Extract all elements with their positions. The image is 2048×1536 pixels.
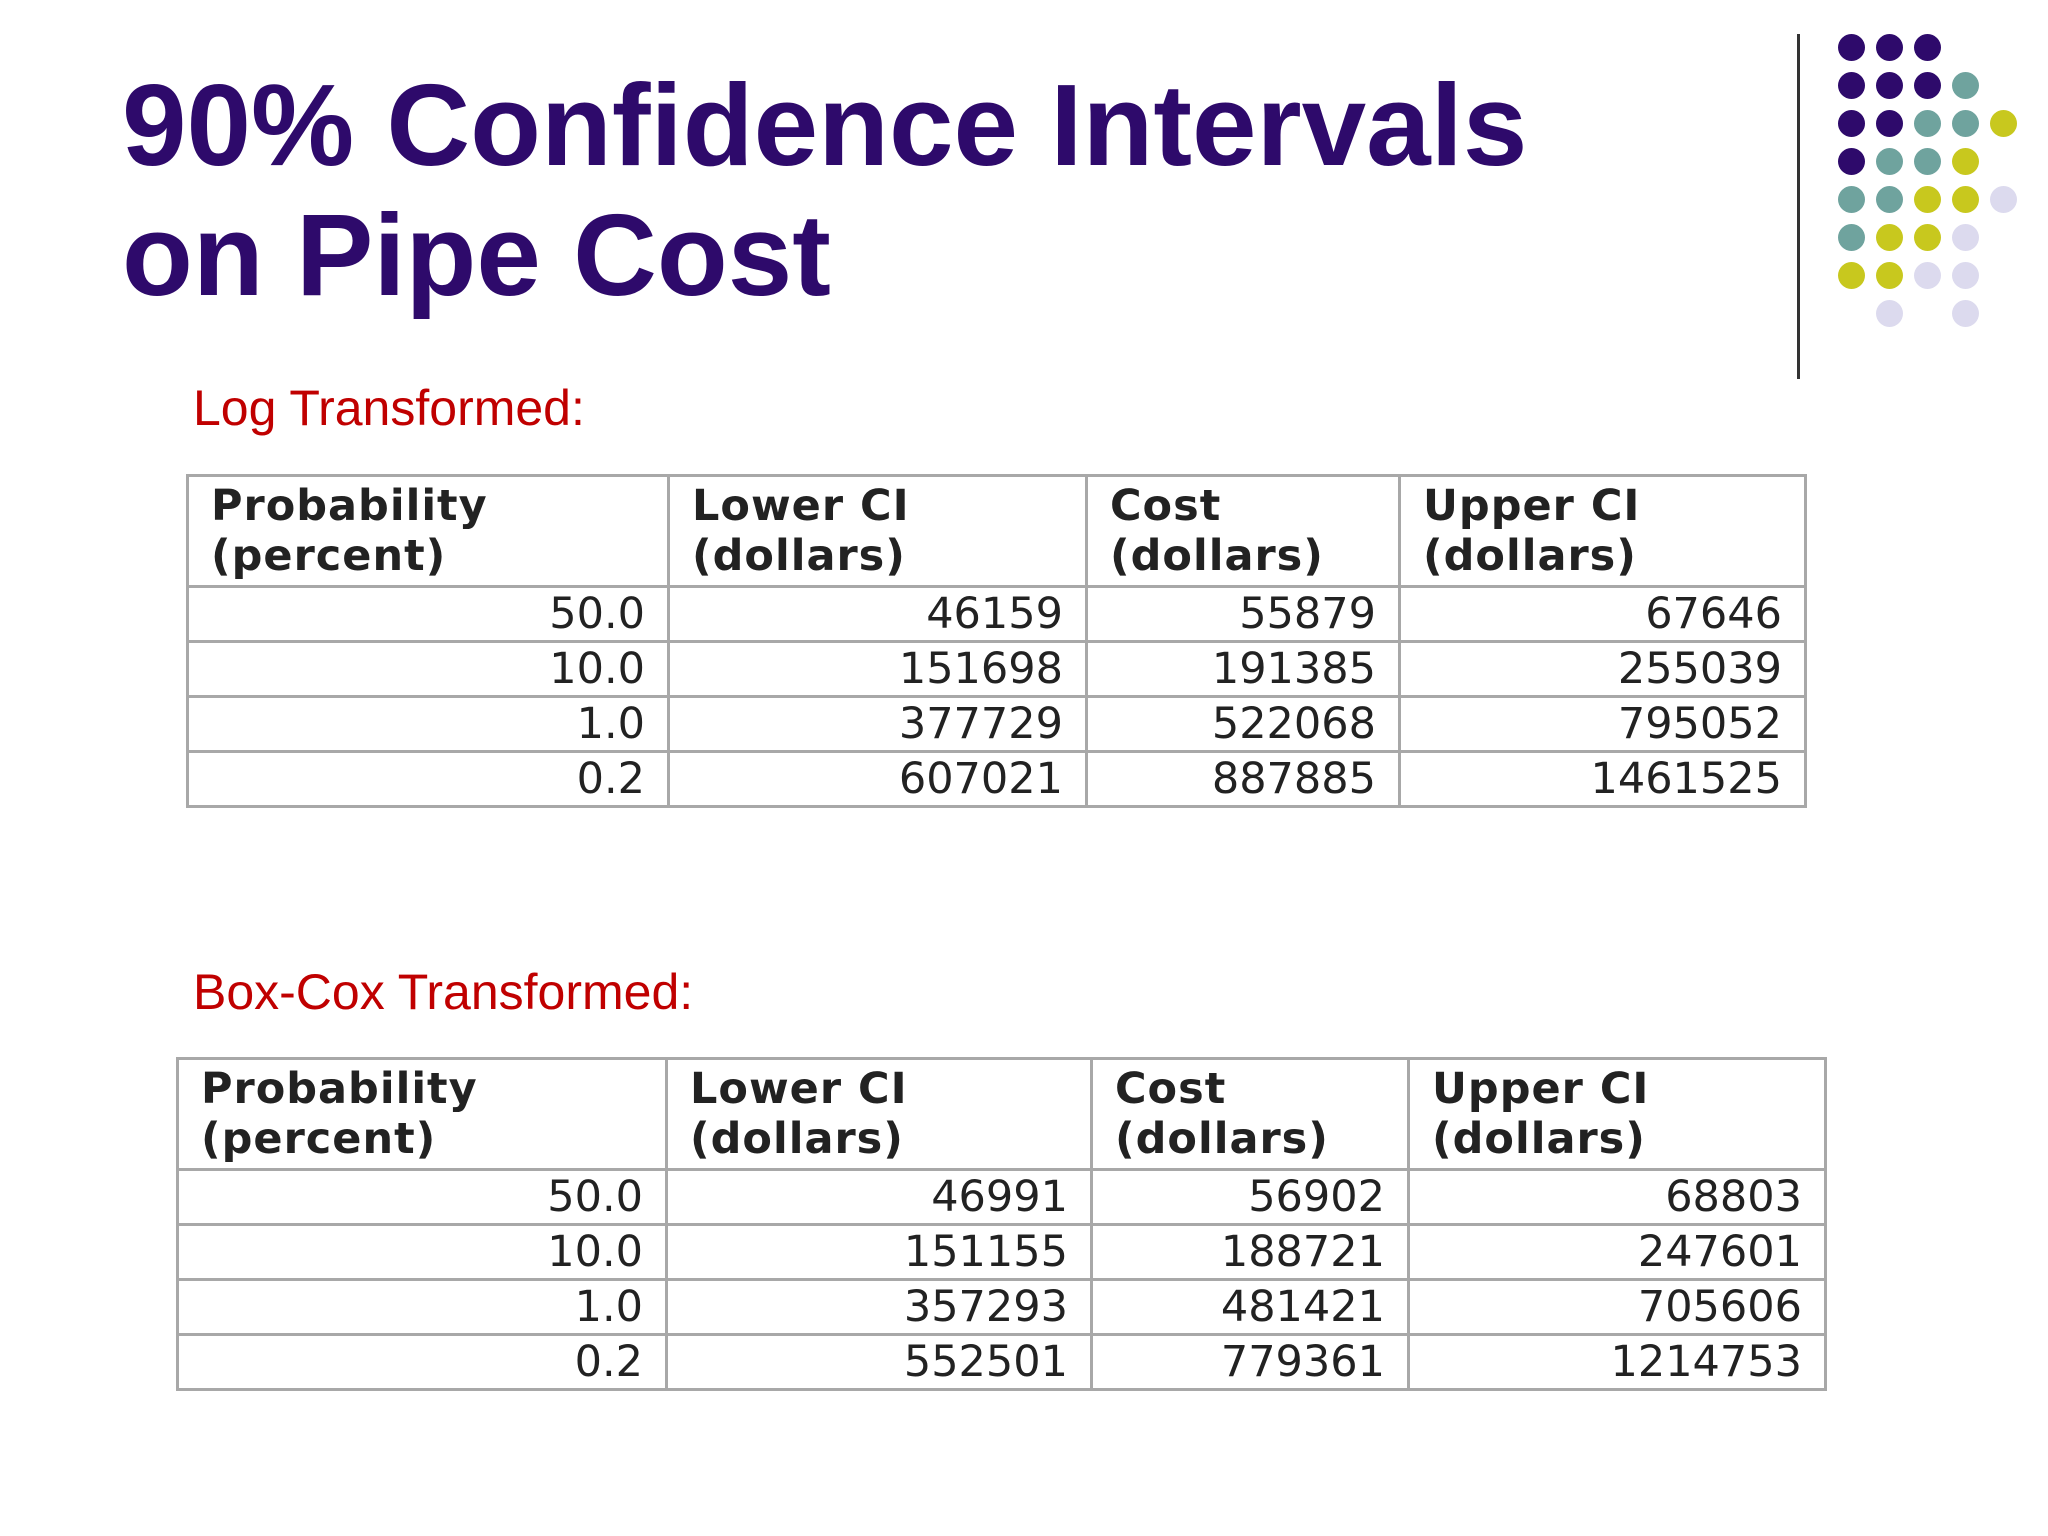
cell-probability: 0.2 [176, 1333, 668, 1391]
decorative-dot [1952, 224, 1979, 251]
decorative-dot [1952, 262, 1979, 289]
decorative-dot [1838, 34, 1865, 61]
decorative-dot [1876, 34, 1903, 61]
cell-cost: 481421 [1090, 1278, 1410, 1336]
decorative-dot [1876, 72, 1903, 99]
cell-upper-ci: 1461525 [1398, 750, 1807, 808]
decorative-dot [1838, 224, 1865, 251]
decorative-dot [1876, 224, 1903, 251]
box-cox-transformed-label: Box-Cox Transformed: [193, 964, 694, 1020]
decorative-dot [1952, 72, 1979, 99]
cell-cost: 887885 [1085, 750, 1401, 808]
decorative-dot [1838, 72, 1865, 99]
header-probability: Probability (percent) [186, 474, 670, 588]
cell-lower-ci: 357293 [665, 1278, 1093, 1336]
decorative-dot [1952, 110, 1979, 137]
cell-cost: 779361 [1090, 1333, 1410, 1391]
slide-title-line-1: 90% Confidence Intervals [122, 60, 1528, 190]
decorative-dot [1838, 110, 1865, 137]
decorative-dot [1914, 262, 1941, 289]
box-cox-transformed-table: Probability (percent) Lower CI (dollars) C… [176, 1057, 1827, 1391]
cell-upper-ci: 67646 [1398, 585, 1807, 643]
decorative-dot-grid [1838, 34, 2048, 334]
decorative-dot [1952, 148, 1979, 175]
cell-probability: 0.2 [186, 750, 670, 808]
cell-lower-ci: 46991 [665, 1168, 1093, 1226]
cell-upper-ci: 1214753 [1407, 1333, 1827, 1391]
decorative-dot [1914, 34, 1941, 61]
table-header-row: Probability (percent) Lower CI (dollars) C… [186, 474, 1807, 588]
cell-probability: 50.0 [176, 1168, 668, 1226]
table-row: 50.0 46159 55879 67646 [186, 585, 1807, 643]
cell-upper-ci: 68803 [1407, 1168, 1827, 1226]
cell-upper-ci: 247601 [1407, 1223, 1827, 1281]
decorative-dot [1876, 110, 1903, 137]
cell-probability: 10.0 [186, 640, 670, 698]
decorative-dot [1952, 300, 1979, 327]
cell-cost: 56902 [1090, 1168, 1410, 1226]
cell-upper-ci: 255039 [1398, 640, 1807, 698]
decorative-dot [1876, 148, 1903, 175]
slide-title: 90% Confidence Intervals on Pipe Cost [122, 60, 1722, 320]
header-probability: Probability (percent) [176, 1057, 668, 1171]
decorative-dot [1838, 186, 1865, 213]
cell-probability: 1.0 [186, 695, 670, 753]
decorative-dot [1838, 148, 1865, 175]
decorative-dot [1952, 186, 1979, 213]
header-lower-ci: Lower CI (dollars) [665, 1057, 1093, 1171]
decorative-dot [1914, 148, 1941, 175]
cell-upper-ci: 795052 [1398, 695, 1807, 753]
cell-lower-ci: 607021 [667, 750, 1088, 808]
decorative-dot [1876, 262, 1903, 289]
table-row: 10.0 151155 188721 247601 [176, 1223, 1827, 1281]
decorative-dot [1990, 110, 2017, 137]
cell-lower-ci: 552501 [665, 1333, 1093, 1391]
cell-probability: 1.0 [176, 1278, 668, 1336]
header-cost: Cost (dollars) [1085, 474, 1401, 588]
decorative-dot [1876, 186, 1903, 213]
cell-lower-ci: 46159 [667, 585, 1088, 643]
decorative-dot [1990, 186, 2017, 213]
decorative-dot [1914, 224, 1941, 251]
decorative-dot [1838, 262, 1865, 289]
decorative-dot [1914, 186, 1941, 213]
cell-upper-ci: 705606 [1407, 1278, 1827, 1336]
table-row: 50.0 46991 56902 68803 [176, 1168, 1827, 1226]
decorative-dot [1876, 300, 1903, 327]
log-transformed-label: Log Transformed: [193, 380, 585, 436]
header-upper-ci: Upper CI (dollars) [1398, 474, 1807, 588]
cell-cost: 188721 [1090, 1223, 1410, 1281]
decorative-dot [1914, 72, 1941, 99]
table-row: 1.0 377729 522068 795052 [186, 695, 1807, 753]
cell-probability: 50.0 [186, 585, 670, 643]
slide-title-line-2: on Pipe Cost [122, 190, 831, 320]
cell-cost: 55879 [1085, 585, 1401, 643]
table-row: 0.2 607021 887885 1461525 [186, 750, 1807, 808]
header-lower-ci: Lower CI (dollars) [667, 474, 1088, 588]
cell-cost: 191385 [1085, 640, 1401, 698]
log-transformed-table: Probability (percent) Lower CI (dollars) C… [186, 474, 1807, 808]
cell-cost: 522068 [1085, 695, 1401, 753]
title-divider-line [1797, 34, 1800, 379]
cell-lower-ci: 151155 [665, 1223, 1093, 1281]
table-row: 1.0 357293 481421 705606 [176, 1278, 1827, 1336]
header-cost: Cost (dollars) [1090, 1057, 1410, 1171]
table-header-row: Probability (percent) Lower CI (dollars) C… [176, 1057, 1827, 1171]
table-row: 0.2 552501 779361 1214753 [176, 1333, 1827, 1391]
cell-lower-ci: 377729 [667, 695, 1088, 753]
table-row: 10.0 151698 191385 255039 [186, 640, 1807, 698]
cell-probability: 10.0 [176, 1223, 668, 1281]
decorative-dot [1914, 110, 1941, 137]
header-upper-ci: Upper CI (dollars) [1407, 1057, 1827, 1171]
cell-lower-ci: 151698 [667, 640, 1088, 698]
